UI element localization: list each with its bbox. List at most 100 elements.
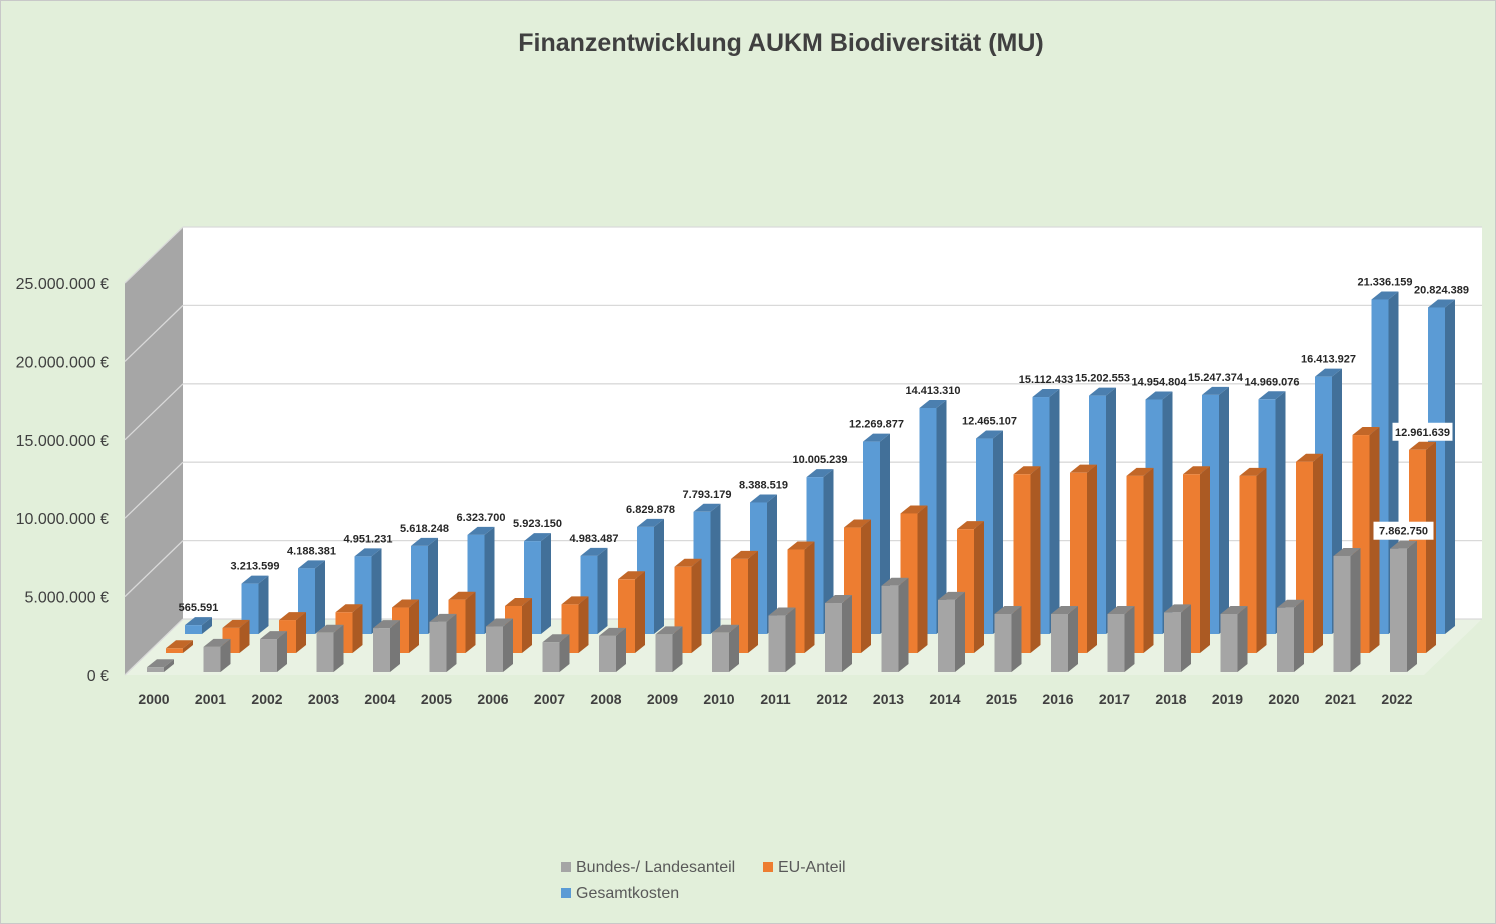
bar-Bundes-/ Landesanteil-2014 (938, 591, 965, 672)
bar-top (467, 526, 495, 535)
data-label: 565.591 (179, 602, 219, 614)
bar-side (1181, 604, 1191, 672)
bar-side (654, 518, 664, 634)
bar-side (993, 430, 1003, 634)
bar-top (279, 612, 306, 621)
bar-Bundes-/ Landesanteil-2018 (1164, 604, 1191, 672)
bar-Bundes-/ Landesanteil-2011 (768, 607, 796, 672)
bar-top (938, 591, 965, 600)
bar-front (768, 615, 786, 672)
bar-front (166, 648, 183, 653)
y-tick-label: 25.000.000 € (16, 276, 110, 293)
bar-Bundes-/ Landesanteil-2010 (712, 624, 739, 672)
bar-top (298, 560, 325, 569)
bar-EU-Anteil-2014 (957, 521, 984, 653)
bar-top (1277, 599, 1304, 608)
bar-top (203, 638, 231, 647)
bar-side (1294, 599, 1304, 672)
bar-top (1258, 391, 1286, 400)
gridline-side (124, 461, 184, 519)
bar-Bundes-/ Landesanteil-2021 (1333, 547, 1361, 672)
bar-side (258, 575, 269, 634)
bar-top (900, 505, 928, 514)
bar-side (1350, 547, 1361, 672)
bar-side (842, 595, 852, 672)
bar-top (1013, 466, 1041, 475)
bar-top (166, 640, 193, 649)
bar-side (503, 618, 513, 672)
x-tick-label: 2010 (703, 691, 734, 707)
bar-side (729, 624, 739, 672)
data-label: 4.188.381 (287, 545, 336, 557)
bar-top (844, 519, 871, 528)
bar-side (1256, 467, 1267, 653)
bar-top (505, 597, 532, 606)
bar-side (220, 638, 231, 672)
bar-top (1428, 299, 1455, 308)
bar-front (1051, 613, 1068, 672)
bar-side (1030, 466, 1041, 653)
bar-top (768, 607, 796, 616)
bar-side (597, 547, 608, 634)
bar-Bundes-/ Landesanteil-2008 (599, 627, 626, 672)
data-label: 6.829.878 (626, 504, 675, 516)
bar-top (1183, 466, 1210, 475)
bar-side (239, 619, 250, 653)
bar-Bundes-/ Landesanteil-2009 (655, 626, 683, 672)
bar-side (1011, 605, 1022, 672)
bar-top (1032, 389, 1060, 398)
data-label: 20.824.389 (1414, 284, 1469, 296)
data-label: 14.954.804 (1131, 377, 1187, 389)
bar-EU-Anteil-2004 (392, 599, 419, 653)
bar-side (1426, 441, 1436, 653)
x-tick-label: 2019 (1212, 691, 1243, 707)
bar-top (429, 613, 457, 622)
data-label: 12.961.639 (1395, 427, 1450, 439)
bar-Bundes-/ Landesanteil-2022 (1390, 540, 1417, 672)
bar-front (1164, 612, 1181, 672)
data-label: 15.112.433 (1019, 374, 1073, 386)
bar-side (936, 399, 947, 634)
bar-Gesamtkosten-2000 (185, 617, 212, 634)
bar-side (1068, 605, 1078, 672)
bar-side (578, 596, 589, 653)
bar-side (635, 571, 645, 653)
bar-top (392, 599, 419, 608)
bar-top (618, 571, 645, 580)
bar-side (861, 519, 871, 653)
x-tick-label: 2011 (760, 691, 791, 707)
bar-side (333, 624, 344, 672)
bar-side (465, 591, 476, 653)
bar-side (672, 626, 683, 672)
bar-side (541, 533, 551, 634)
bar-top (1126, 467, 1154, 476)
x-tick-label: 2012 (816, 691, 847, 707)
y-tick-label: 5.000.000 € (24, 590, 109, 607)
data-label: 16.413.927 (1301, 354, 1356, 366)
bar-top (1333, 547, 1361, 556)
bar-Bundes-/ Landesanteil-2004 (373, 620, 400, 672)
bar-top (919, 399, 947, 408)
legend-swatch (561, 862, 571, 872)
bar-front (881, 585, 899, 672)
bar-front (1277, 607, 1294, 672)
bar-Bundes-/ Landesanteil-2000 (147, 659, 174, 672)
bar-top (241, 575, 269, 584)
bar-side (183, 640, 193, 653)
bar-top (524, 533, 551, 542)
bar-top (825, 595, 852, 604)
bar-top (1390, 540, 1417, 549)
bar-side (1143, 467, 1154, 653)
data-label: 7.862.750 (1379, 526, 1428, 538)
x-tick-label: 2021 (1325, 691, 1356, 707)
data-label-box (1373, 521, 1434, 540)
bar-side (446, 613, 457, 672)
data-label: 15.202.553 (1075, 373, 1130, 385)
bar-side (898, 577, 909, 672)
chart-title: Finanzentwicklung AUKM Biodiversität (MU… (518, 29, 1043, 57)
bar-front (185, 625, 202, 634)
bar-Bundes-/ Landesanteil-2012 (825, 595, 852, 672)
data-label: 4.951.231 (344, 533, 393, 545)
bar-top (599, 627, 626, 636)
bar-side (974, 521, 984, 653)
